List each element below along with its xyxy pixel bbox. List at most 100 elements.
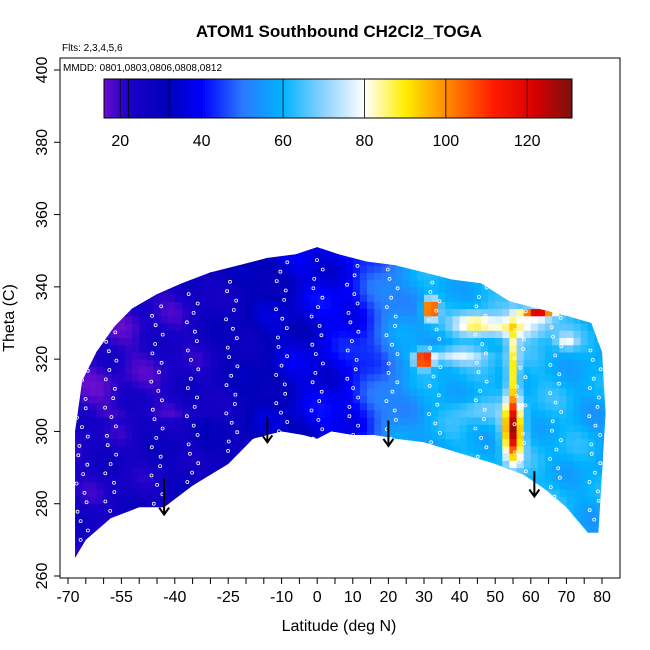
x-tick-label: -10 (270, 589, 293, 606)
field-cell (324, 265, 332, 273)
field-cell (174, 294, 183, 302)
field-cell (117, 496, 126, 505)
field-cell (196, 308, 204, 317)
field-cell (367, 272, 375, 281)
field-cell (452, 351, 461, 360)
field-cell (260, 301, 268, 310)
field-cell (374, 272, 382, 281)
field-cell (196, 359, 204, 367)
field-cell (388, 366, 397, 375)
field-cell (495, 380, 503, 389)
sample-point (227, 355, 232, 359)
field-cell (495, 366, 503, 375)
field-cell (452, 286, 461, 295)
field-cell (203, 388, 211, 396)
field-cell (288, 402, 297, 411)
field-cell (359, 424, 368, 432)
field-cell (196, 438, 204, 447)
sample-point (352, 292, 357, 297)
field-cell (153, 330, 162, 338)
sample-point (189, 357, 193, 362)
field-cell (395, 286, 404, 295)
sample-point (279, 363, 284, 368)
field-cell (303, 250, 311, 259)
field-cell (409, 395, 418, 404)
sample-point (520, 431, 525, 436)
field-cell (167, 366, 176, 375)
field-cell (573, 474, 582, 483)
field-cell (117, 424, 126, 432)
field-cell (587, 467, 596, 476)
field-cell (181, 482, 190, 490)
field-cell (338, 286, 347, 295)
sample-point (588, 386, 592, 391)
field-cell (96, 359, 105, 367)
sample-point (274, 279, 279, 284)
sample-point (191, 310, 196, 315)
field-cell (267, 323, 276, 331)
field-cell (167, 438, 176, 447)
field-cell (238, 417, 247, 425)
field-cell (523, 402, 532, 411)
field-cell (89, 402, 98, 411)
field-cell (416, 359, 425, 367)
field-cell (146, 489, 154, 498)
field-cell (181, 323, 190, 331)
field-cell (566, 467, 575, 476)
field-cell (132, 489, 140, 498)
sample-point (518, 412, 523, 417)
field-cell (459, 315, 468, 324)
field-cell (167, 330, 176, 338)
field-cell (260, 272, 268, 281)
field-cell (431, 323, 439, 331)
field-cell (210, 330, 219, 338)
field-cell (402, 279, 411, 288)
field-cell (402, 395, 411, 404)
field-cell (481, 337, 489, 346)
field-cell (359, 265, 368, 273)
sample-point (512, 422, 517, 427)
field-cell (267, 279, 276, 288)
field-cell (559, 344, 567, 353)
field-cell (573, 388, 582, 396)
field-cell (288, 395, 297, 404)
field-cell (587, 366, 596, 375)
sample-point (186, 292, 191, 297)
field-cell (274, 388, 283, 396)
field-cell (96, 445, 105, 454)
field-cell (438, 388, 446, 396)
field-cell (310, 279, 318, 288)
field-cell (488, 417, 496, 425)
field-cell (203, 330, 211, 338)
field-cell (602, 438, 606, 447)
field-cell (246, 330, 254, 338)
field-cell (388, 417, 397, 425)
field-cell (466, 424, 475, 432)
field-cell (224, 409, 233, 418)
field-cell (502, 438, 510, 447)
field-cell (217, 366, 226, 375)
field-cell (139, 308, 147, 317)
field-cell (295, 359, 304, 367)
field-cell (189, 337, 197, 346)
field-cell (281, 330, 290, 338)
field-cell (125, 482, 133, 490)
field-cell (381, 265, 389, 273)
field-cell (516, 359, 525, 367)
field-cell (310, 409, 318, 418)
field-cell (96, 474, 105, 483)
field-cell (288, 257, 297, 266)
field-cell (117, 373, 126, 382)
field-cell (203, 431, 211, 440)
field-cell (103, 496, 112, 505)
field-cell (324, 351, 332, 360)
field-cell (167, 337, 176, 346)
field-cell (281, 257, 290, 266)
field-cell (594, 496, 603, 505)
field-cell (359, 257, 368, 266)
field-cell (580, 489, 589, 498)
field-cell (502, 359, 510, 367)
sample-point (234, 298, 239, 303)
field-cell (203, 323, 211, 331)
